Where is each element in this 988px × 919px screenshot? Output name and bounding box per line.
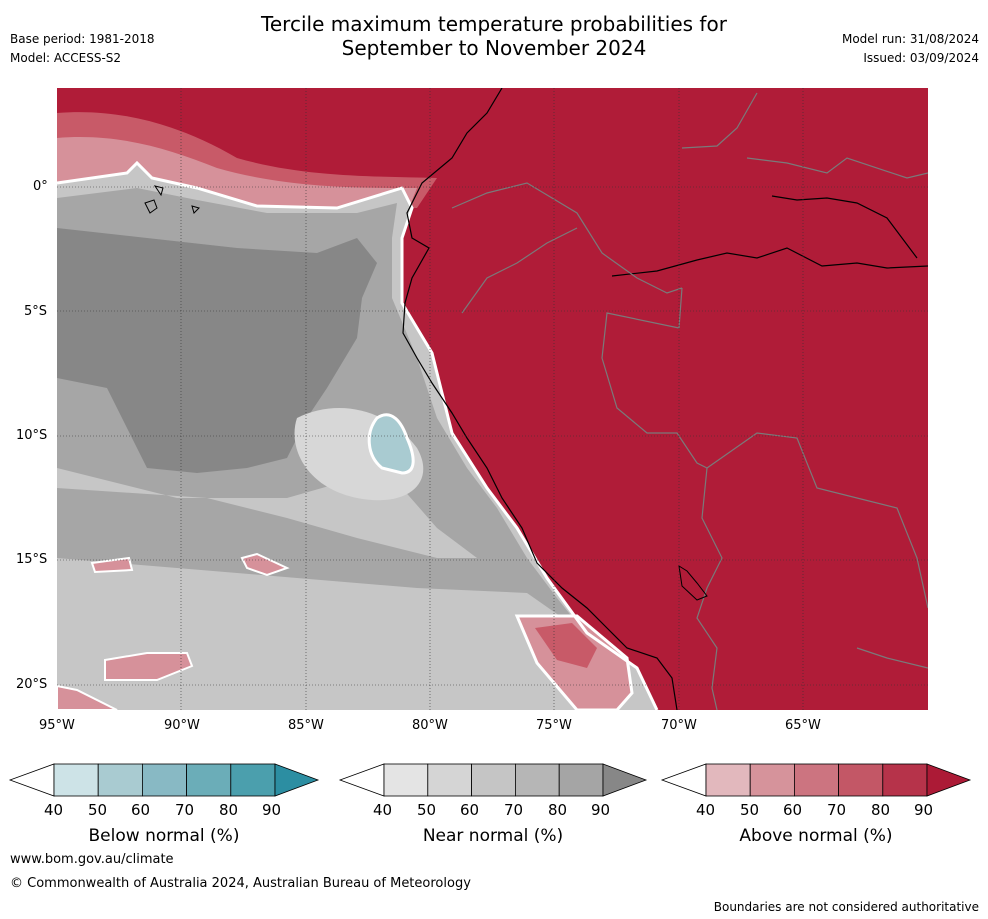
below-normal-patch	[367, 413, 415, 475]
lon-label-65w: 65°W	[785, 718, 821, 733]
cb-near-label: Near normal (%)	[422, 826, 564, 846]
issued-label: Issued: 03/09/2024	[863, 51, 979, 65]
grid-lines	[57, 88, 928, 710]
colorbar-segment	[230, 763, 276, 797]
lon-label-90w: 90°W	[164, 718, 200, 733]
colorbar-segment	[383, 763, 429, 797]
cb-near-tick-50: 50	[417, 801, 437, 819]
cb-above-tick-40: 40	[696, 801, 716, 819]
title-line-1: Tercile maximum temperature probabilitie…	[261, 12, 727, 36]
cb-below-tick-80: 80	[219, 801, 239, 819]
cb-above-tick-90: 90	[914, 801, 934, 819]
colorbar-right-extension	[602, 763, 648, 797]
lat-label-0: 0°	[33, 179, 48, 194]
lat-label-5s: 5°S	[24, 304, 48, 319]
model-label: Model: ACCESS-S2	[10, 51, 122, 65]
lon-label-80w: 80°W	[412, 718, 448, 733]
colorbar-segment	[97, 763, 143, 797]
colorbar-segment	[749, 763, 795, 797]
map-title: Tercile maximum temperature probabilitie…	[0, 12, 988, 60]
country-borders	[451, 92, 928, 710]
cb-above-tick-60: 60	[783, 801, 803, 819]
lon-label-95w: 95°W	[39, 718, 75, 733]
cb-below-label: Below normal (%)	[88, 826, 240, 846]
lon-label-70w: 70°W	[661, 718, 697, 733]
lon-label-75w: 75°W	[536, 718, 572, 733]
lat-label-15s: 15°S	[16, 552, 48, 567]
colorbar-segment	[793, 763, 839, 797]
cb-above-tick-50: 50	[740, 801, 760, 819]
above-normal-patch-2	[240, 552, 290, 577]
cb-below-tick-70: 70	[175, 801, 195, 819]
cb-near-tick-80: 80	[548, 801, 568, 819]
cb-below-tick-90: 90	[262, 801, 282, 819]
colorbar-segment	[186, 763, 232, 797]
title-line-2: September to November 2024	[341, 36, 647, 60]
colorbar-left-extension	[8, 763, 55, 797]
colorbar-below-normal	[8, 763, 320, 797]
colorbar-segment	[705, 763, 751, 797]
copyright-text: © Commonwealth of Australia 2024, Austra…	[10, 876, 471, 891]
near-normal-dark-region	[57, 228, 377, 473]
colorbar-left-extension	[660, 763, 707, 797]
colorbar-segment	[471, 763, 516, 797]
above-normal-patch-3	[104, 652, 194, 681]
colorbar-segment	[141, 763, 187, 797]
coastline	[402, 88, 678, 710]
cb-near-tick-40: 40	[373, 801, 393, 819]
colorbar-right-extension	[926, 763, 972, 797]
colorbar-near-normal	[338, 763, 648, 797]
colorbar-segment	[882, 763, 928, 797]
cb-near-tick-70: 70	[504, 801, 524, 819]
base-period-label: Base period: 1981-2018	[10, 32, 155, 46]
cb-above-label: Above normal (%)	[739, 826, 893, 846]
colorbar-left-extension	[338, 763, 385, 797]
colorbar-right-extension	[274, 763, 320, 797]
disclaimer-text: Boundaries are not considered authoritat…	[713, 900, 979, 914]
probability-map	[57, 88, 928, 710]
lat-label-20s: 20°S	[16, 677, 48, 692]
lon-label-85w: 85°W	[288, 718, 324, 733]
cb-above-tick-80: 80	[871, 801, 891, 819]
colorbar-segment	[558, 763, 604, 797]
cb-below-tick-50: 50	[88, 801, 108, 819]
cb-near-tick-60: 60	[460, 801, 480, 819]
website-link[interactable]: www.bom.gov.au/climate	[10, 852, 174, 867]
coastal-contour	[57, 160, 659, 710]
lat-label-10s: 10°S	[16, 428, 48, 443]
cb-near-tick-90: 90	[591, 801, 611, 819]
cb-above-tick-70: 70	[827, 801, 847, 819]
colorbar-above-normal	[660, 763, 972, 797]
colorbar-segment	[838, 763, 884, 797]
model-run-label: Model run: 31/08/2024	[841, 32, 979, 46]
lake-titicaca	[678, 565, 708, 601]
cb-below-tick-60: 60	[131, 801, 151, 819]
colorbar-segment	[53, 763, 99, 797]
colorbar-segment	[514, 763, 560, 797]
colorbar-segment	[427, 763, 473, 797]
cb-below-tick-40: 40	[44, 801, 64, 819]
river	[611, 247, 928, 277]
above-normal-patch-1	[90, 556, 134, 574]
